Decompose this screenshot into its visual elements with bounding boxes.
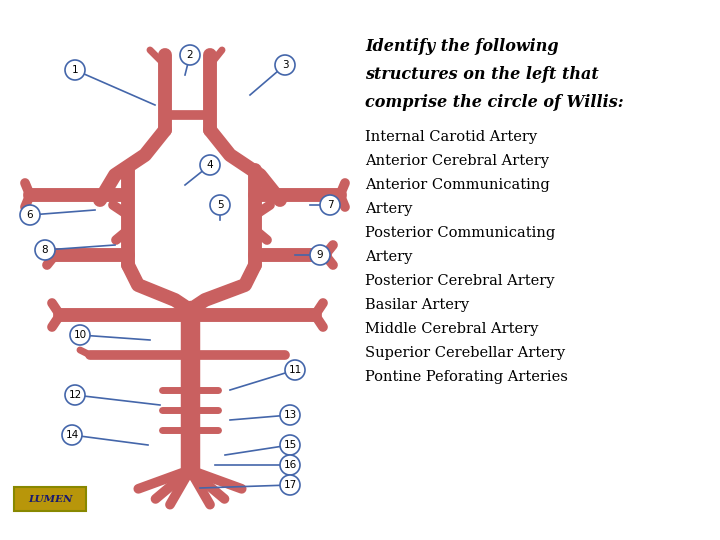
Circle shape <box>320 195 340 215</box>
Text: 4: 4 <box>207 160 213 170</box>
Text: LUMEN: LUMEN <box>28 495 72 503</box>
Circle shape <box>62 425 82 445</box>
Circle shape <box>310 245 330 265</box>
Text: 3: 3 <box>282 60 288 70</box>
Text: 2: 2 <box>186 50 193 60</box>
Text: Anterior Cerebral Artery: Anterior Cerebral Artery <box>365 154 549 168</box>
Circle shape <box>180 45 200 65</box>
Circle shape <box>20 205 40 225</box>
Text: Posterior Cerebral Artery: Posterior Cerebral Artery <box>365 274 554 288</box>
Circle shape <box>65 60 85 80</box>
Circle shape <box>210 195 230 215</box>
Text: 13: 13 <box>284 410 297 420</box>
Text: 10: 10 <box>73 330 86 340</box>
Text: 12: 12 <box>68 390 81 400</box>
Circle shape <box>280 405 300 425</box>
Text: Identify the following: Identify the following <box>365 38 559 55</box>
FancyBboxPatch shape <box>14 487 86 511</box>
Text: structures on the left that: structures on the left that <box>365 66 599 83</box>
Text: 14: 14 <box>66 430 78 440</box>
Text: 6: 6 <box>27 210 33 220</box>
Text: Artery: Artery <box>365 250 413 264</box>
Circle shape <box>35 240 55 260</box>
Circle shape <box>280 475 300 495</box>
Circle shape <box>200 155 220 175</box>
Circle shape <box>280 435 300 455</box>
Text: Artery: Artery <box>365 202 413 216</box>
Text: Posterior Communicating: Posterior Communicating <box>365 226 555 240</box>
Text: Basilar Artery: Basilar Artery <box>365 298 469 312</box>
Circle shape <box>65 385 85 405</box>
Text: Pontine Peforating Arteries: Pontine Peforating Arteries <box>365 370 568 384</box>
Text: 1: 1 <box>72 65 78 75</box>
Text: 16: 16 <box>284 460 297 470</box>
Text: 9: 9 <box>317 250 323 260</box>
Text: 15: 15 <box>284 440 297 450</box>
Text: 11: 11 <box>289 365 302 375</box>
Text: Superior Cerebellar Artery: Superior Cerebellar Artery <box>365 346 565 360</box>
Text: Middle Cerebral Artery: Middle Cerebral Artery <box>365 322 539 336</box>
Circle shape <box>70 325 90 345</box>
Circle shape <box>285 360 305 380</box>
Circle shape <box>280 455 300 475</box>
Text: Anterior Communicating: Anterior Communicating <box>365 178 550 192</box>
Text: Internal Carotid Artery: Internal Carotid Artery <box>365 130 537 144</box>
Text: 17: 17 <box>284 480 297 490</box>
Text: 8: 8 <box>42 245 48 255</box>
Text: 5: 5 <box>217 200 223 210</box>
Circle shape <box>275 55 295 75</box>
Text: 7: 7 <box>327 200 333 210</box>
Text: comprise the circle of Willis:: comprise the circle of Willis: <box>365 94 624 111</box>
